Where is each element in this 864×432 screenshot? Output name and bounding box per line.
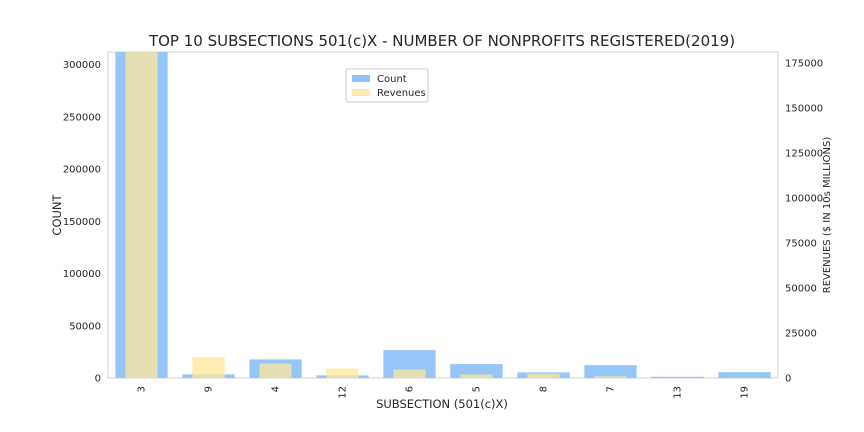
y-tick-label: 0 xyxy=(95,374,101,385)
y2-axis-label: REVENUES ($ IN 10s MILLIONS) xyxy=(822,137,833,294)
x-tick-label: 12 xyxy=(338,386,349,399)
y2-tick-label: 150000 xyxy=(785,103,823,114)
legend-swatch xyxy=(352,75,370,82)
revenue-bar xyxy=(326,368,359,378)
y-tick-label: 200000 xyxy=(63,165,101,176)
revenue-bar xyxy=(393,369,426,378)
plot-frame xyxy=(107,51,779,379)
revenue-bar xyxy=(125,52,158,378)
y-tick-label: 50000 xyxy=(69,321,101,332)
revenue-bar xyxy=(527,373,560,378)
y2-tick-label: 100000 xyxy=(785,193,823,204)
y-tick-label: 300000 xyxy=(63,60,101,71)
legend-label: Count xyxy=(377,74,407,85)
x-tick-label: 5 xyxy=(472,386,483,392)
count-bar xyxy=(718,372,771,378)
y-tick-label: 250000 xyxy=(63,112,101,123)
x-tick-label: 4 xyxy=(271,386,282,392)
revenue-bar xyxy=(259,363,292,378)
y2-tick-label: 0 xyxy=(785,374,791,385)
x-tick-label: 3 xyxy=(137,386,148,392)
y-axis-label: COUNT xyxy=(50,193,64,235)
legend: Count Revenues xyxy=(345,68,429,103)
x-tick-label: 13 xyxy=(673,386,684,399)
revenue-bar xyxy=(460,374,493,378)
x-tick-label: 6 xyxy=(405,386,416,392)
chart-title: TOP 10 SUBSECTIONS 501(c)X - NUMBER OF N… xyxy=(148,32,735,50)
x-axis-label: SUBSECTION (501(c)X) xyxy=(376,397,508,411)
x-tick-label: 19 xyxy=(740,386,751,399)
revenue-bar xyxy=(192,357,225,378)
plot-area: 3 9 4 12 6 5 8 7 13 19 0 50000 100000 150000 200000 250… xyxy=(63,51,823,399)
count-bar xyxy=(651,376,704,378)
x-tick-label: 8 xyxy=(539,386,550,392)
x-tick-label: 9 xyxy=(204,386,215,392)
x-tick-label: 7 xyxy=(606,386,617,392)
y-tick-label: 150000 xyxy=(63,217,101,228)
revenue-bar xyxy=(594,376,627,378)
y2-tick-label: 125000 xyxy=(785,148,823,159)
legend-swatch xyxy=(352,89,370,96)
legend-label: Revenues xyxy=(377,88,426,99)
y2-tick-label: 50000 xyxy=(785,283,817,294)
y-tick-label: 100000 xyxy=(63,269,101,280)
y2-tick-label: 75000 xyxy=(785,238,817,249)
count-bar xyxy=(584,365,637,378)
y2-tick-label: 175000 xyxy=(785,58,823,69)
y2-tick-label: 25000 xyxy=(785,328,817,339)
